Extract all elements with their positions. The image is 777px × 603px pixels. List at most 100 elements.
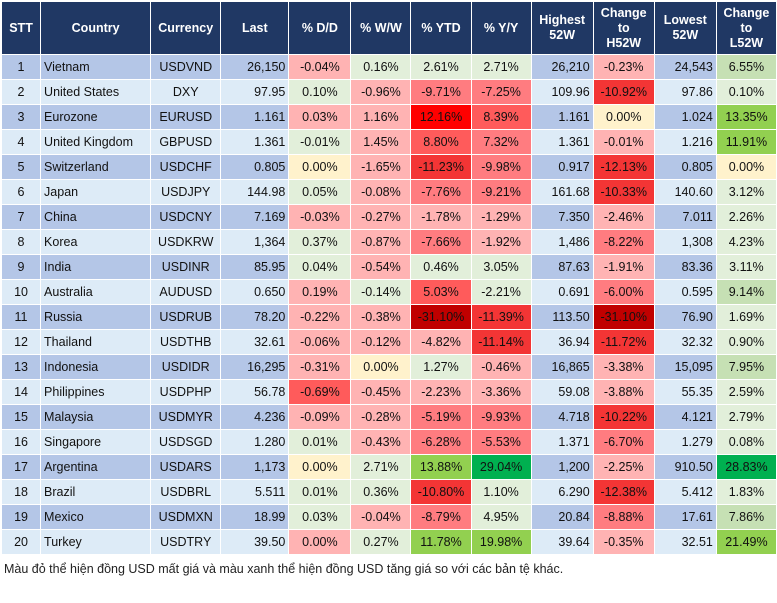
cell-chl: 9.14%: [715, 279, 777, 305]
header-line: H52W: [606, 35, 642, 50]
cell-ytd: -7.66%: [410, 229, 472, 255]
cell-country: Eurozone: [40, 104, 152, 130]
cell-ww: 0.36%: [350, 479, 412, 505]
cell-low: 24,543: [653, 54, 717, 80]
cell-yy: 19.98%: [470, 529, 532, 555]
cell-yy: -7.25%: [470, 79, 532, 105]
table-row: 6 Japan USDJPY 144.98 0.05% -0.08% -7.76% -9.21…: [0, 179, 777, 205]
cell-ytd: -2.23%: [410, 379, 472, 405]
cell-low: 1.279: [653, 429, 717, 455]
cell-chh: -3.88%: [592, 379, 655, 405]
cell-chh: 0.00%: [592, 104, 655, 130]
cell-country: India: [40, 254, 152, 280]
cell-yy: -3.36%: [470, 379, 532, 405]
cell-dd: -0.22%: [288, 304, 352, 330]
cell-last: 16,295: [220, 354, 290, 380]
cell-stt: 9: [0, 254, 42, 280]
cell-last: 1,364: [220, 229, 290, 255]
cell-country: United States: [40, 79, 152, 105]
cell-ytd: 1.27%: [410, 354, 472, 380]
cell-ytd: -7.76%: [410, 179, 472, 205]
header-line: L52W: [729, 35, 764, 50]
cell-yy: 8.39%: [470, 104, 532, 130]
cell-chh: -12.13%: [592, 154, 655, 180]
cell-stt: 12: [0, 329, 42, 355]
footnote: Màu đỏ thể hiện đồng USD mất giá và màu …: [4, 562, 564, 576]
cell-chl: 11.91%: [715, 129, 777, 155]
cell-high: 1,486: [530, 229, 594, 255]
cell-last: 1.361: [220, 129, 290, 155]
header-line: 52W: [672, 28, 699, 42]
cell-chh: -10.33%: [592, 179, 655, 205]
cell-currency: USDCNY: [150, 204, 222, 230]
cell-chl: 3.12%: [715, 179, 777, 205]
table-row: 16 Singapore USDSGD 1.280 0.01% -0.43% -6.28% -…: [0, 429, 777, 455]
cell-high: 1.361: [530, 129, 594, 155]
cell-high: 0.691: [530, 279, 594, 305]
cell-dd: -0.01%: [288, 129, 352, 155]
cell-currency: USDPHP: [150, 379, 222, 405]
table-row: 19 Mexico USDMXN 18.99 0.03% -0.04% -8.79% 4.95…: [0, 504, 777, 530]
cell-dd: 0.19%: [288, 279, 352, 305]
cell-chl: 13.35%: [715, 104, 777, 130]
cell-chl: 0.90%: [715, 329, 777, 355]
cell-last: 1,173: [220, 454, 290, 480]
cell-yy: -11.14%: [470, 329, 532, 355]
cell-low: 1.216: [653, 129, 717, 155]
cell-chl: 0.00%: [715, 154, 777, 180]
cell-yy: 29.04%: [470, 454, 532, 480]
cell-chl: 7.95%: [715, 354, 777, 380]
table-row: 12 Thailand USDTHB 32.61 -0.06% -0.12% -4.82% -…: [0, 329, 777, 355]
cell-country: United Kingdom: [40, 129, 152, 155]
cell-country: Korea: [40, 229, 152, 255]
table-row: 1 Vietnam USDVND 26,150 -0.04% 0.16% 2.61% 2.71…: [0, 54, 777, 80]
cell-chh: -6.70%: [592, 429, 655, 455]
cell-yy: -5.53%: [470, 429, 532, 455]
cell-last: 32.61: [220, 329, 290, 355]
cell-country: Argentina: [40, 454, 152, 480]
cell-currency: DXY: [150, 79, 222, 105]
cell-chl: 6.55%: [715, 54, 777, 80]
cell-stt: 18: [0, 479, 42, 505]
cell-chh: -2.46%: [592, 204, 655, 230]
table-row: 5 Switzerland USDCHF 0.805 0.00% -1.65% -11.23…: [0, 154, 777, 180]
cell-high: 59.08: [530, 379, 594, 405]
cell-yy: -9.93%: [470, 404, 532, 430]
cell-chh: -0.35%: [592, 529, 655, 555]
header-dd: % D/D: [288, 1, 352, 55]
cell-last: 0.805: [220, 154, 290, 180]
cell-ytd: 8.80%: [410, 129, 472, 155]
header-ww: % W/W: [350, 1, 412, 55]
cell-high: 16,865: [530, 354, 594, 380]
cell-ww: -0.08%: [350, 179, 412, 205]
cell-ww: -0.96%: [350, 79, 412, 105]
cell-high: 4.718: [530, 404, 594, 430]
cell-yy: 2.71%: [470, 54, 532, 80]
cell-high: 1,200: [530, 454, 594, 480]
cell-ytd: 13.88%: [410, 454, 472, 480]
cell-country: Vietnam: [40, 54, 152, 80]
cell-low: 55.35: [653, 379, 717, 405]
cell-yy: -0.46%: [470, 354, 532, 380]
cell-low: 17.61: [653, 504, 717, 530]
cell-chh: -1.91%: [592, 254, 655, 280]
cell-country: China: [40, 204, 152, 230]
cell-yy: -11.39%: [470, 304, 532, 330]
cell-stt: 6: [0, 179, 42, 205]
header-country: Country: [40, 1, 152, 55]
cell-currency: USDTHB: [150, 329, 222, 355]
table-row: 18 Brazil USDBRL 5.511 0.01% 0.36% -10.80% 1.10…: [0, 479, 777, 505]
table-row: 7 China USDCNY 7.169 -0.03% -0.27% -1.78% -1.29…: [0, 204, 777, 230]
cell-yy: 7.32%: [470, 129, 532, 155]
header-currency: Currency: [150, 1, 222, 55]
cell-stt: 3: [0, 104, 42, 130]
cell-chh: -0.01%: [592, 129, 655, 155]
table-row: 11 Russia USDRUB 78.20 -0.22% -0.38% -31.10% -1…: [0, 304, 777, 330]
cell-chl: 2.79%: [715, 404, 777, 430]
table-row: 2 United States DXY 97.95 0.10% -0.96% -9.71% -…: [0, 79, 777, 105]
cell-stt: 5: [0, 154, 42, 180]
cell-high: 113.50: [530, 304, 594, 330]
cell-ww: 1.45%: [350, 129, 412, 155]
cell-last: 1.280: [220, 429, 290, 455]
cell-chl: 0.08%: [715, 429, 777, 455]
